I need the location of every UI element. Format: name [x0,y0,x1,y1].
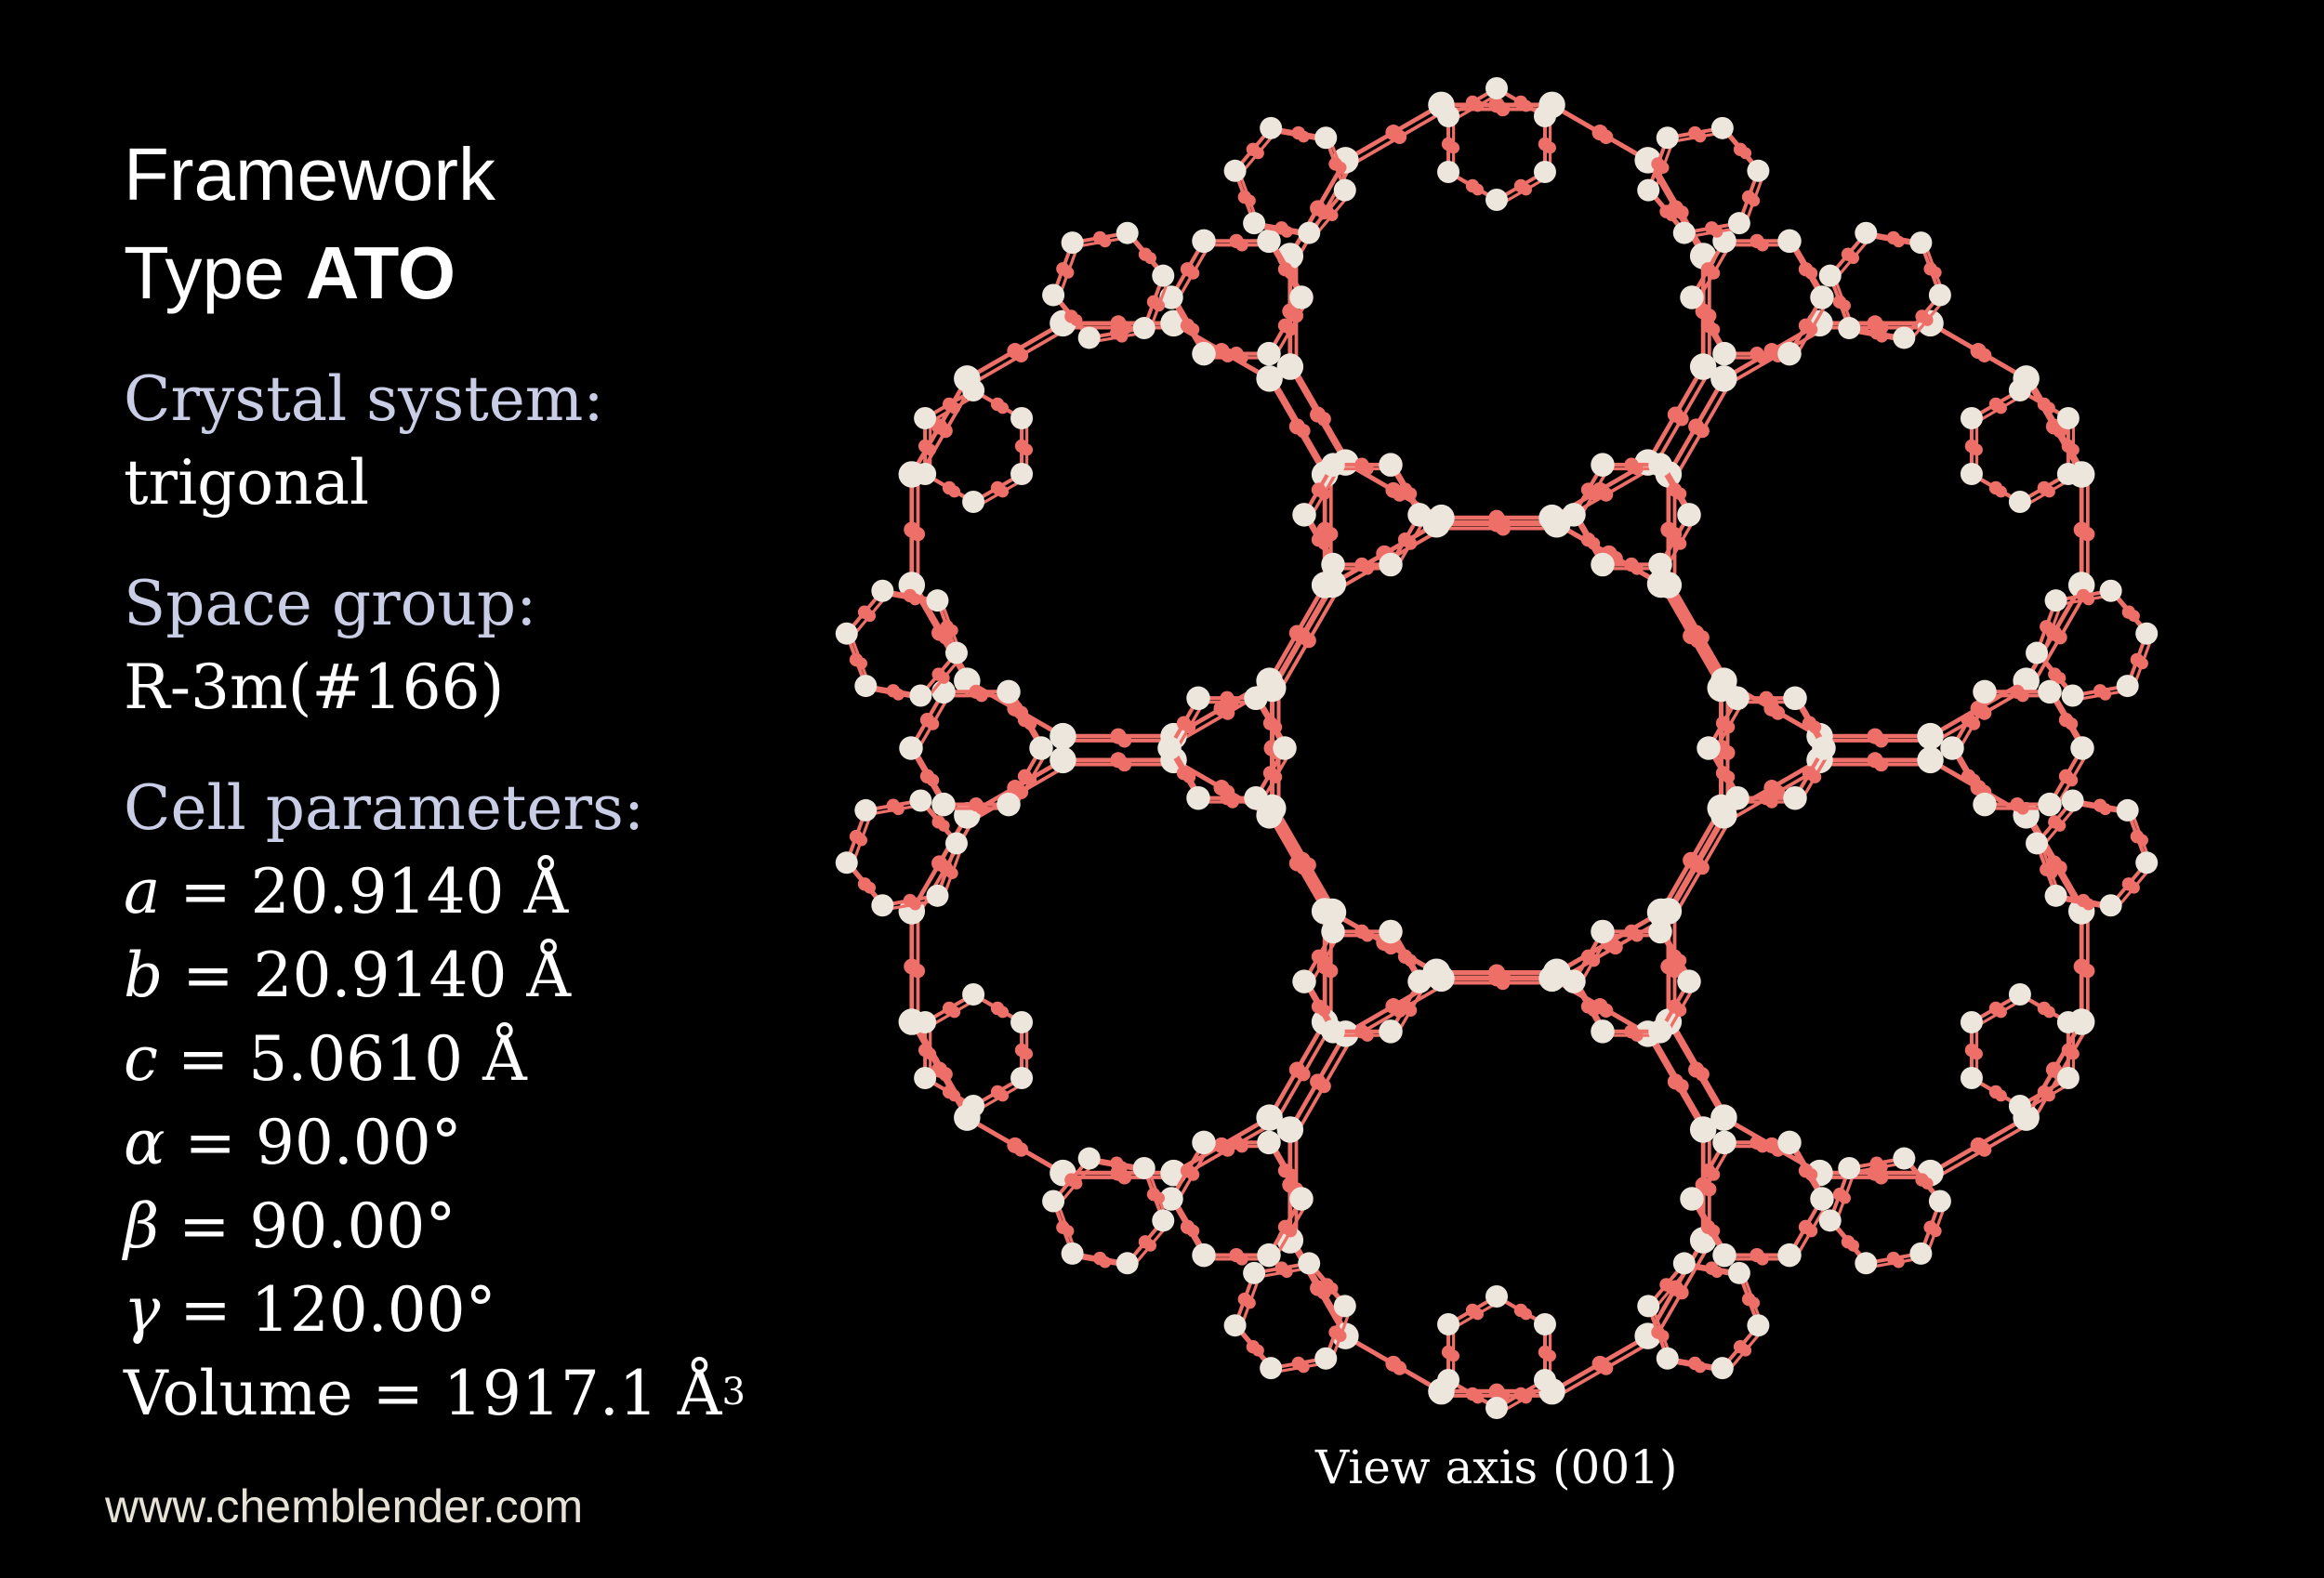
cell-param-gamma: γ = 120.00° [124,1274,496,1346]
space-group-label: Space group: [124,568,537,639]
cell-volume: Volume = 1917.1 Å3 [124,1358,746,1429]
title-type-word: Type [124,231,285,314]
website-url: www.chemblender.com [105,1480,584,1532]
cell-param-alpha: α = 90.00° [124,1107,462,1178]
framework-title: Framework Type ATO [124,125,495,322]
cell-param-beta: β = 90.00° [124,1190,456,1262]
cell-param-c: c = 5.0610 Å [124,1023,527,1095]
crystal-system-label: Crystal system: [124,363,604,435]
crystal-system-value: trigonal [124,447,370,519]
cell-parameters-label: Cell parameters: [124,772,645,844]
title-line-2: Type ATO [124,224,495,322]
space-group-value: R-3m(#166) [124,651,505,723]
cell-param-b: b = 20.9140 Å [124,940,572,1011]
framework-code: ATO [305,231,456,314]
view-axis-caption: View axis (001) [1315,1440,1678,1494]
title-line-1: Framework [124,133,496,216]
cell-param-a: a = 20.9140 Å [124,856,569,927]
info-panel: Crystal system: trigonal Space group: R-… [124,358,746,1436]
